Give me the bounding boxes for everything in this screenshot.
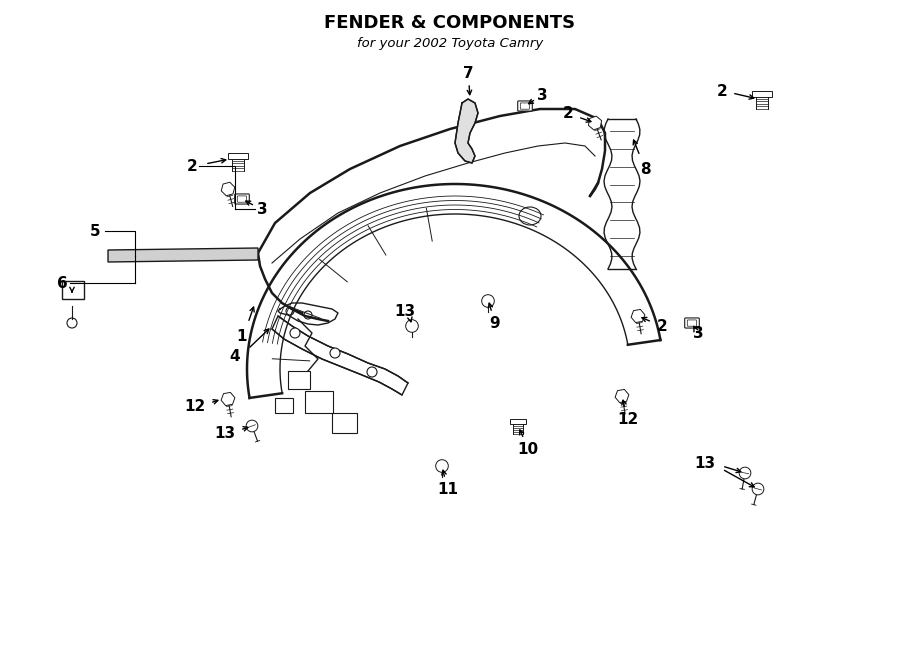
Polygon shape (589, 116, 601, 130)
Text: 2: 2 (562, 106, 573, 120)
Text: 3: 3 (256, 202, 267, 217)
Circle shape (739, 467, 751, 479)
Text: 6: 6 (57, 276, 68, 290)
Text: 3: 3 (693, 325, 703, 340)
Text: 9: 9 (490, 315, 500, 330)
Bar (288, 371, 310, 389)
Polygon shape (604, 119, 640, 269)
Text: 2: 2 (186, 159, 197, 173)
Text: 2: 2 (657, 319, 668, 334)
Bar (332, 413, 357, 433)
Polygon shape (108, 248, 258, 262)
Bar (305, 391, 333, 413)
Text: 11: 11 (437, 481, 458, 496)
Circle shape (436, 459, 448, 473)
Text: 3: 3 (536, 89, 547, 104)
Text: 2: 2 (716, 83, 727, 98)
Polygon shape (247, 184, 661, 398)
FancyBboxPatch shape (520, 103, 529, 109)
Polygon shape (631, 309, 645, 323)
Bar (752, 91, 771, 97)
Text: 4: 4 (230, 348, 240, 364)
Bar (510, 419, 526, 424)
Text: 8: 8 (640, 161, 651, 176)
Text: for your 2002 Toyota Camry: for your 2002 Toyota Camry (357, 36, 543, 50)
Circle shape (482, 295, 494, 307)
Polygon shape (272, 316, 408, 395)
Text: 10: 10 (518, 442, 538, 457)
Text: 5: 5 (90, 223, 100, 239)
Text: 1: 1 (237, 329, 248, 344)
Polygon shape (455, 99, 478, 163)
FancyBboxPatch shape (688, 320, 697, 326)
Circle shape (330, 348, 340, 358)
Circle shape (367, 367, 377, 377)
Text: 13: 13 (394, 303, 416, 319)
Text: 7: 7 (463, 65, 473, 81)
Text: 12: 12 (617, 412, 639, 426)
Text: 13: 13 (214, 426, 236, 440)
FancyBboxPatch shape (518, 101, 532, 111)
Polygon shape (221, 182, 235, 196)
FancyBboxPatch shape (685, 318, 699, 328)
Circle shape (247, 420, 258, 432)
Polygon shape (221, 393, 235, 406)
FancyBboxPatch shape (235, 194, 249, 204)
Bar (229, 153, 248, 159)
Circle shape (752, 483, 764, 495)
Circle shape (406, 320, 419, 332)
Text: 13: 13 (695, 455, 716, 471)
FancyBboxPatch shape (238, 196, 247, 202)
FancyBboxPatch shape (62, 281, 84, 299)
Circle shape (290, 328, 300, 338)
Text: FENDER & COMPONENTS: FENDER & COMPONENTS (324, 14, 576, 32)
Polygon shape (615, 389, 629, 403)
Bar (275, 398, 293, 413)
Text: 12: 12 (184, 399, 205, 414)
